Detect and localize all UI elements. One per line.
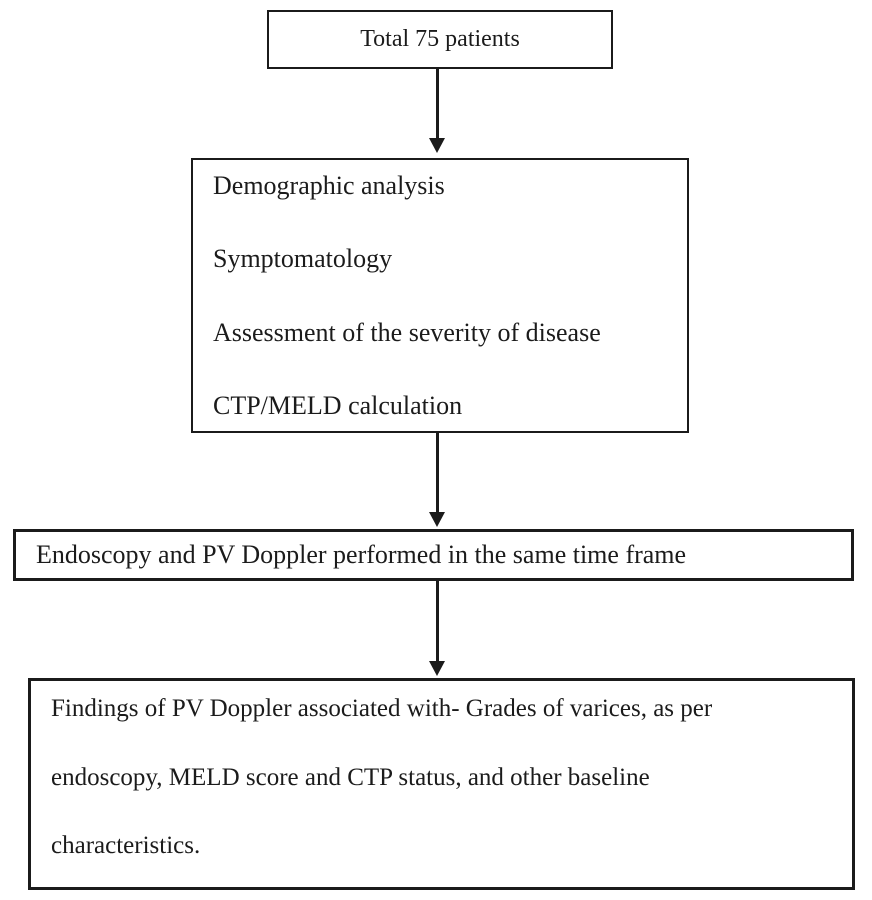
arrowhead-down-icon [429,661,445,676]
arrow-shaft [435,69,439,138]
findings-line-2: endoscopy, MELD score and CTP status, an… [51,763,650,791]
arrowhead-down-icon [429,512,445,527]
node-total-patients-label: Total 75 patients [360,26,520,53]
node-endoscopy-doppler: Endoscopy and PV Doppler performed in th… [13,529,854,581]
arrow-shaft [435,433,439,512]
node-baseline-workup: Demographic analysis Symptomatology Asse… [191,158,689,433]
node-total-patients: Total 75 patients [267,10,613,69]
workup-line-demographic: Demographic analysis [213,171,445,200]
node-endoscopy-doppler-label: Endoscopy and PV Doppler performed in th… [36,540,687,570]
findings-line-3: characteristics. [51,832,201,859]
workup-line-ctp-meld: CTP/MELD calculation [213,390,463,420]
arrow-shaft [435,581,439,661]
workup-line-symptomatology: Symptomatology [213,244,393,274]
workup-line-severity-assessment: Assessment of the severity of disease [213,317,601,347]
arrow-total-to-workup [429,69,445,153]
arrow-workup-to-endoscopy [429,433,445,527]
node-doppler-findings: Findings of PV Doppler associated with- … [28,678,855,890]
arrowhead-down-icon [429,138,445,153]
arrow-endoscopy-to-findings [429,581,445,676]
findings-line-1: Findings of PV Doppler associated with- … [51,695,713,722]
